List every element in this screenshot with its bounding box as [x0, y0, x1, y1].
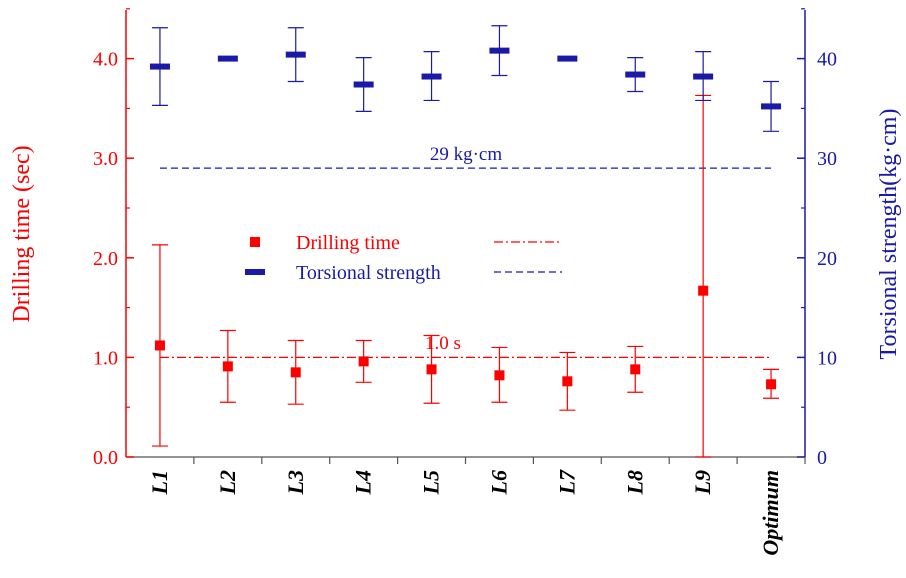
legend-torsional-marker	[245, 269, 265, 275]
left-axis-title: Drilling time (sec)	[9, 145, 35, 322]
right-tick-label: 20	[817, 248, 837, 270]
category-label: L2	[215, 470, 240, 495]
category-label: L1	[147, 470, 172, 495]
torsional-strength-point	[761, 103, 782, 110]
left-tick-label: 3.0	[93, 148, 118, 170]
drilling-time-point	[154, 340, 165, 351]
left-tick-label: 0.0	[93, 447, 118, 469]
drilling-time-point	[494, 370, 505, 381]
torsional-strength-point	[421, 73, 442, 80]
drilling-time-point	[222, 361, 233, 372]
category-label: L4	[351, 470, 376, 495]
drilling-time-point	[562, 376, 573, 387]
legend-drilling-marker	[250, 237, 260, 247]
left-tick-label: 4.0	[93, 49, 118, 71]
torsional-strength-point	[625, 71, 646, 78]
right-tick-label: 40	[817, 49, 837, 71]
category-label: Optimum	[758, 470, 783, 556]
torsional-strength-point	[285, 51, 306, 58]
legend-torsional-label: Torsional strength	[296, 262, 441, 284]
drilling-time-point	[630, 364, 641, 375]
drilling-time-point	[698, 285, 709, 296]
right-tick-label: 30	[817, 148, 837, 170]
category-label: L7	[554, 469, 579, 495]
category-label: L8	[622, 470, 647, 495]
torsional-strength-point	[557, 55, 578, 62]
left-tick-label: 2.0	[93, 248, 118, 270]
torsional-strength-point	[149, 63, 170, 70]
torsional-strength-point	[693, 73, 714, 80]
torsional-strength-point	[217, 55, 238, 62]
legend-drilling-label: Drilling time	[296, 232, 400, 254]
right-tick-label: 0	[817, 447, 827, 469]
torsional-strength-point	[353, 81, 374, 88]
drilling-time-point	[290, 367, 301, 378]
category-label: L3	[283, 470, 308, 495]
right-tick-label: 10	[817, 347, 837, 369]
category-label: L5	[419, 470, 444, 495]
drilling-time-point	[358, 356, 369, 367]
reference-label-1s: 1.0 s	[425, 333, 461, 354]
category-label: L9	[690, 470, 715, 495]
drilling-time-point	[426, 364, 437, 375]
torsional-strength-point	[489, 47, 510, 54]
category-label: L6	[486, 470, 511, 495]
reference-label-29kg: 29 kg·cm	[430, 144, 503, 165]
left-tick-label: 1.0	[93, 347, 118, 369]
drilling-time-point	[766, 379, 777, 390]
right-axis-title: Torsional strength(kg·cm)	[876, 109, 902, 360]
